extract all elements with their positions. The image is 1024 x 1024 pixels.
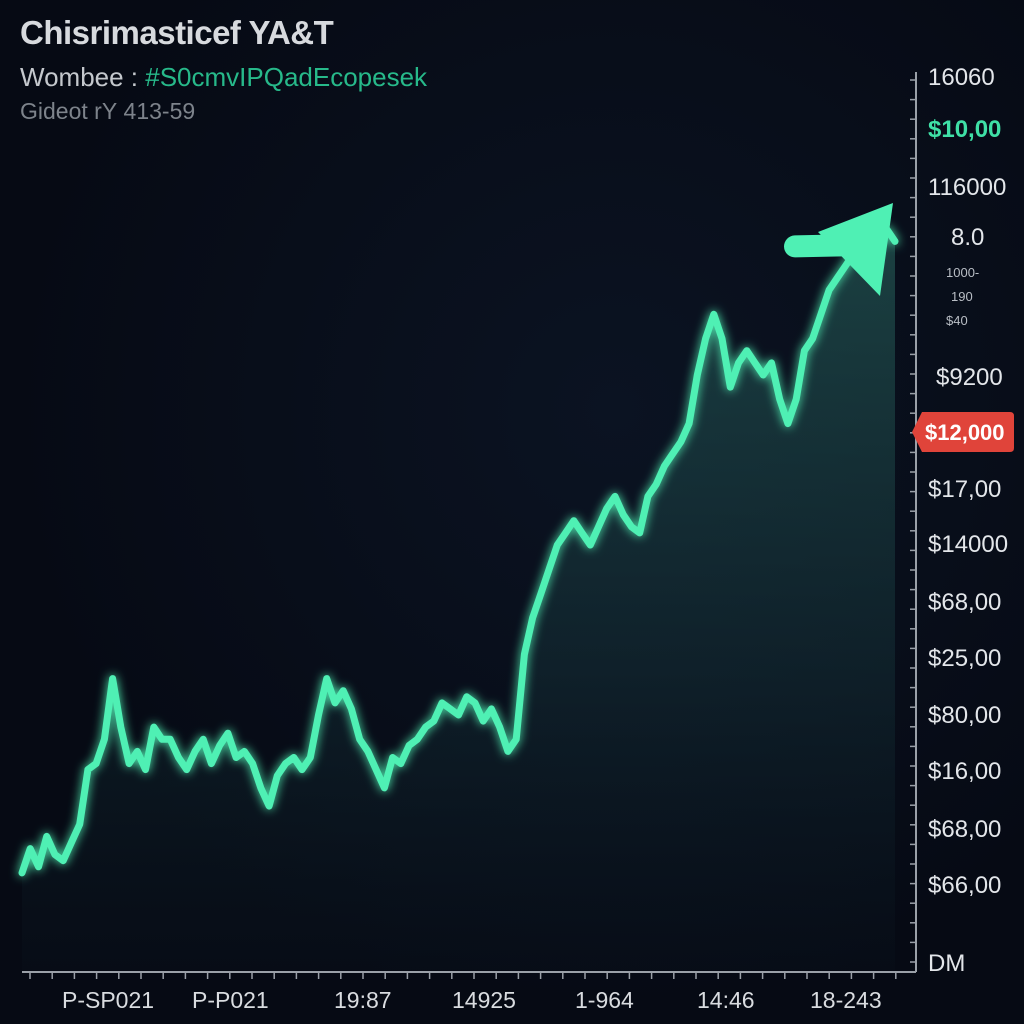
- y-tick-label: $9200: [936, 364, 1003, 391]
- y-tick-label: 190: [951, 289, 973, 304]
- arrow-head: [818, 203, 893, 296]
- series-line-path: [18, 225, 899, 877]
- x-tick-label: 19:87: [334, 987, 392, 1013]
- y-tick-label: 16060: [928, 64, 995, 91]
- x-tick-label: 1-964: [575, 987, 634, 1013]
- chart-title: Chisrimasticef YA&T: [20, 14, 334, 51]
- y-tick-label: DM: [928, 950, 965, 977]
- y-tick-label: $40: [946, 313, 968, 328]
- y-tick-label: $80,00: [928, 702, 1001, 729]
- x-axis: P-SP021 P-P021 19:87 14925 1-964 14:46 18-243: [22, 971, 916, 1013]
- y-axis: 16060 $10,00 116000 8.0 1000- 190 $40 $9200 $12,…: [910, 64, 1014, 977]
- price-badge: [912, 412, 1014, 452]
- y-tick-label: $14000: [928, 531, 1008, 558]
- subtitle-prefix: Wombee :: [20, 62, 146, 92]
- y-tick-label: $68,00: [928, 816, 1001, 843]
- x-tick-label: 14:46: [697, 987, 755, 1013]
- y-tick-label: $66,00: [928, 872, 1001, 899]
- x-tick-label: P-SP021: [62, 987, 154, 1013]
- y-tick-label: $10,00: [928, 116, 1001, 143]
- series-line: [18, 225, 899, 877]
- trend-arrow: [784, 203, 893, 296]
- y-tick-label: $16,00: [928, 758, 1001, 785]
- x-tick-label: 18-243: [810, 987, 882, 1013]
- subtitle-accent: #S0cmvIPQadEcopesek: [145, 62, 428, 92]
- price-badge-label: $12,000: [925, 420, 1005, 445]
- chart-note: Gideot rY 413-59: [20, 98, 196, 124]
- x-tick-label: 14925: [452, 987, 516, 1013]
- y-tick-label: $17,00: [928, 476, 1001, 503]
- y-tick-label: 116000: [928, 174, 1006, 201]
- y-tick-label: $25,00: [928, 645, 1001, 672]
- area-path: [22, 229, 895, 971]
- y-tick-label: 1000-: [946, 265, 979, 280]
- area-fill: [22, 229, 895, 971]
- y-tick-label: 8.0: [951, 224, 984, 251]
- y-tick-label: $68,00: [928, 589, 1001, 616]
- chart-subtitle: Wombee : #S0cmvIPQadEcopesek: [20, 62, 427, 93]
- x-tick-label: P-P021: [192, 987, 269, 1013]
